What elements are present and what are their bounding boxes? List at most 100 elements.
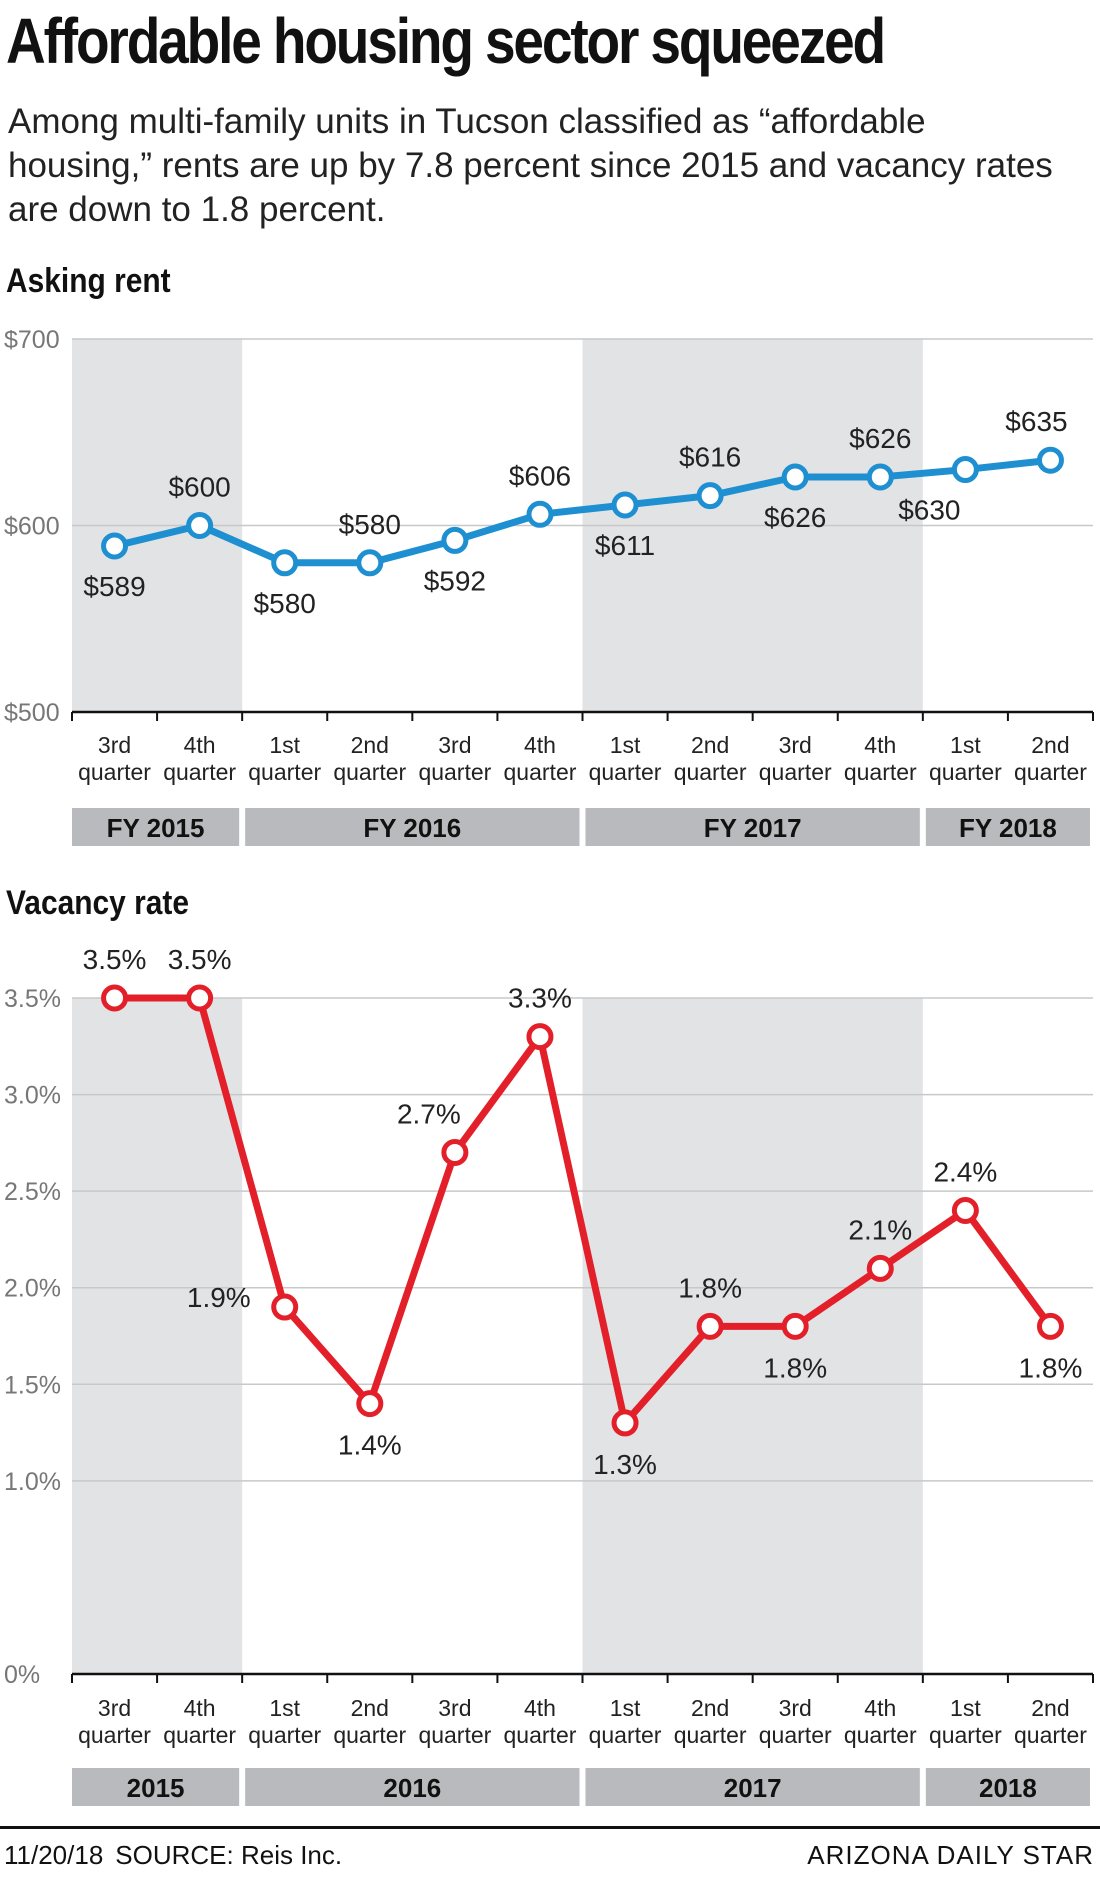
y-tick-label: 1.0% xyxy=(4,1468,61,1496)
y-tick-label: 2.0% xyxy=(4,1275,61,1303)
data-label: $611 xyxy=(595,530,655,561)
data-point xyxy=(866,1254,894,1282)
x-tick-label: 2nd quarter xyxy=(1014,732,1087,785)
rent-section-title: Asking rent xyxy=(6,262,171,300)
series-line xyxy=(111,456,1054,567)
data-label: $580 xyxy=(339,509,401,540)
y-tick-label: 0% xyxy=(4,1661,40,1689)
x-tick-label: 1st quarter xyxy=(929,1695,1002,1748)
y-tick-label: 2.5% xyxy=(4,1178,61,1206)
year-bar xyxy=(72,808,240,846)
data-label: 1.9% xyxy=(187,1282,251,1313)
x-tick-label: 1st quarter xyxy=(248,732,321,785)
year-label: FY 2015 xyxy=(107,813,205,843)
footer-credit: ARIZONA DAILY STAR xyxy=(807,1840,1094,1870)
data-label: 2.4% xyxy=(933,1156,997,1187)
data-point xyxy=(951,456,979,484)
x-tick-label: 3rd quarter xyxy=(418,1695,491,1748)
data-point xyxy=(441,1139,469,1167)
year-band xyxy=(72,998,243,1674)
data-point xyxy=(101,984,129,1012)
data-point xyxy=(356,549,384,577)
data-point xyxy=(186,984,214,1012)
x-tick-label: 4th quarter xyxy=(844,1695,917,1748)
data-label: 2.7% xyxy=(397,1099,461,1130)
year-label: FY 2017 xyxy=(704,813,802,843)
year-label: FY 2016 xyxy=(363,813,461,843)
y-tick-label: 3.0% xyxy=(4,1082,61,1110)
footer-date: 11/20/18 xyxy=(4,1840,104,1870)
footer-source: SOURCE: Reis Inc. xyxy=(115,1840,343,1870)
data-label: $589 xyxy=(83,571,145,602)
year-bar xyxy=(585,1768,920,1806)
data-label: $580 xyxy=(254,588,316,619)
chart-subtitle: Among multi-family units in Tucson class… xyxy=(8,102,1053,229)
data-point xyxy=(101,532,129,560)
data-label: 1.4% xyxy=(338,1430,402,1461)
y-tick-label: $600 xyxy=(4,513,60,541)
x-tick-label: 2nd quarter xyxy=(333,1695,406,1748)
data-label: 3.3% xyxy=(508,983,572,1014)
x-tick-label: 1st quarter xyxy=(589,732,662,785)
y-tick-label: $700 xyxy=(4,330,60,354)
x-tick-label: 2nd quarter xyxy=(674,1695,747,1748)
x-tick-label: 3rd quarter xyxy=(78,1695,151,1748)
year-bar xyxy=(245,808,580,846)
footer-rule xyxy=(0,1826,1100,1829)
year-bar xyxy=(585,808,920,846)
year-label: 2016 xyxy=(383,1773,441,1803)
data-point xyxy=(611,491,639,519)
data-point xyxy=(611,1409,639,1437)
data-point xyxy=(781,463,809,491)
year-label: 2018 xyxy=(979,1773,1037,1803)
series-line xyxy=(111,994,1054,1427)
data-point xyxy=(696,1312,724,1340)
x-tick-label: 3rd quarter xyxy=(759,1695,832,1748)
y-tick-label: 1.5% xyxy=(4,1371,61,1399)
year-bar xyxy=(245,1768,580,1806)
data-point xyxy=(696,482,724,510)
data-label: 3.5% xyxy=(83,944,147,975)
data-label: $592 xyxy=(424,565,486,596)
x-tick-label: 4th quarter xyxy=(163,1695,236,1748)
data-point xyxy=(526,1023,554,1051)
x-tick-label: 2nd quarter xyxy=(333,732,406,785)
data-point xyxy=(271,549,299,577)
year-label: FY 2018 xyxy=(959,813,1057,843)
data-point xyxy=(1036,446,1064,474)
data-label: 3.5% xyxy=(168,944,232,975)
data-label: 1.8% xyxy=(763,1352,827,1383)
data-label: 1.8% xyxy=(678,1272,742,1303)
data-label: $616 xyxy=(679,442,741,473)
data-label: 1.3% xyxy=(593,1449,657,1480)
y-tick-label: $500 xyxy=(4,699,60,727)
x-tick-label: 4th quarter xyxy=(504,1695,577,1748)
year-band xyxy=(582,998,923,1674)
x-tick-label: 3rd quarter xyxy=(418,732,491,785)
x-tick-label: 3rd quarter xyxy=(78,732,151,785)
data-point xyxy=(186,512,214,539)
x-tick-label: 4th quarter xyxy=(504,732,577,785)
x-tick-label: 1st quarter xyxy=(589,1695,662,1748)
x-tick-label: 1st quarter xyxy=(248,1695,321,1748)
data-point xyxy=(1036,1312,1064,1340)
y-tick-label: 3.5% xyxy=(4,985,61,1013)
data-label: 2.1% xyxy=(848,1214,912,1245)
data-label: 1.8% xyxy=(1019,1352,1083,1383)
x-tick-label: 1st quarter xyxy=(929,732,1002,785)
year-bar xyxy=(925,808,1090,846)
year-label: 2015 xyxy=(127,1773,185,1803)
data-label: $600 xyxy=(168,472,230,503)
data-point xyxy=(356,1390,384,1418)
year-label: 2017 xyxy=(724,1773,782,1803)
x-tick-label: 3rd quarter xyxy=(759,732,832,785)
data-point xyxy=(866,463,894,491)
data-point xyxy=(526,500,554,528)
x-tick-label: 4th quarter xyxy=(844,732,917,785)
data-label: $626 xyxy=(849,423,911,454)
data-label: $635 xyxy=(1005,406,1067,437)
data-point xyxy=(951,1196,979,1224)
x-tick-label: 2nd quarter xyxy=(674,732,747,785)
